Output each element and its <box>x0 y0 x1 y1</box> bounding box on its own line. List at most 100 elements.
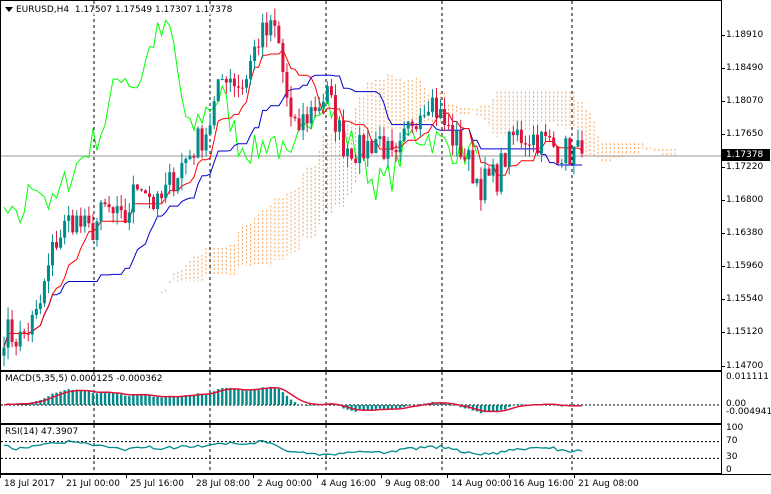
candle-body <box>426 111 430 116</box>
candle-body <box>200 128 204 151</box>
candle-body <box>495 164 499 192</box>
time-tick-label: 21 Jul 00:00 <box>66 479 120 489</box>
rsi-canvas[interactable] <box>1 425 722 474</box>
candle-body <box>337 120 341 132</box>
candle-body <box>123 210 127 223</box>
candle-body <box>14 341 18 347</box>
time-tick-label: 16 Aug 16:00 <box>513 479 574 489</box>
time-tick-mark <box>0 475 1 478</box>
candle-body <box>75 215 79 233</box>
chikou-span-line <box>3 19 478 225</box>
price-tick-label: 1.15120 <box>726 327 764 337</box>
candle-body <box>293 116 297 119</box>
price-chart-canvas[interactable] <box>1 1 722 371</box>
candle-body <box>366 141 370 159</box>
candle-body <box>228 78 232 83</box>
price-tick-mark <box>722 366 725 367</box>
candle-body <box>321 101 325 108</box>
candle-body <box>451 125 455 146</box>
candle-body <box>34 308 38 315</box>
chart-title: EURUSD,H4 1.17507 1.17549 1.17307 1.1737… <box>5 5 233 15</box>
candle-body <box>42 281 46 304</box>
candle-body <box>192 155 196 158</box>
candle-body <box>479 178 483 201</box>
candle-body <box>212 101 216 126</box>
candle-body <box>394 149 398 153</box>
candle-body <box>422 115 426 117</box>
price-tick-mark <box>722 233 725 234</box>
candle-body <box>127 212 131 223</box>
macd-tick-label: 0.00 <box>726 399 747 409</box>
candle-body <box>342 120 346 157</box>
candle-body <box>564 138 568 164</box>
candle-body <box>402 128 406 141</box>
macd-tick-label: 0.011111 <box>726 372 769 382</box>
macd-pane[interactable]: MACD(5,35,5) 0.000125 -0.000362 <box>0 371 722 424</box>
candle-body <box>131 184 135 213</box>
candle-body <box>188 155 192 159</box>
candle-body <box>107 204 111 208</box>
price-tick-mark <box>722 35 725 36</box>
candle-body <box>10 319 14 342</box>
candle-body <box>329 86 333 96</box>
rsi-line <box>4 439 583 456</box>
candle-body <box>503 153 507 167</box>
candle-body <box>507 131 511 167</box>
candle-body <box>544 131 548 137</box>
time-tick-label: 4 Aug 16:00 <box>321 479 376 489</box>
time-tick-mark <box>574 475 575 478</box>
macd-canvas[interactable] <box>1 372 722 424</box>
candle-body <box>71 215 75 233</box>
candle-body <box>83 215 87 227</box>
candle-body <box>143 190 147 194</box>
candle-body <box>463 157 467 160</box>
symbol-label: EURUSD,H4 <box>16 5 70 15</box>
time-tick-label: 2 Aug 00:00 <box>257 479 312 489</box>
price-tick-label: 1.18910 <box>726 30 764 40</box>
candle-body <box>273 20 277 26</box>
price-chart-pane[interactable]: EURUSD,H4 1.17507 1.17549 1.17307 1.1737… <box>0 0 722 371</box>
candle-body <box>277 25 281 43</box>
candle-body <box>164 184 168 199</box>
rsi-axis: 100 70 30 0 <box>722 423 771 475</box>
candle-body <box>309 107 313 124</box>
macd-axis: 0.011111 0.00 -0.004941 <box>722 371 771 424</box>
candle-body <box>180 163 184 179</box>
price-axis[interactable]: 1.18910 1.18490 1.18070 1.17650 1.17220 1.168… <box>722 0 771 371</box>
candle-body <box>418 115 422 130</box>
macd-signal-line <box>3 386 582 413</box>
chevron-down-icon[interactable] <box>5 7 13 12</box>
candle-body <box>410 121 414 127</box>
candle-body <box>414 126 418 130</box>
candle-body <box>471 150 475 184</box>
candle-body <box>156 193 160 209</box>
candle-body <box>297 118 301 131</box>
candle-body <box>111 207 115 214</box>
candle-body <box>370 141 374 154</box>
candle-body <box>236 86 240 88</box>
candle-body <box>576 140 580 147</box>
candle-body <box>430 97 434 112</box>
tenkan-sen-line <box>3 48 583 348</box>
candle-body <box>487 168 491 176</box>
rsi-tick-label: 70 <box>726 435 738 446</box>
time-tick-mark <box>126 475 127 478</box>
candle-body <box>515 129 519 136</box>
candle-body <box>59 237 63 248</box>
candle-body <box>374 138 378 154</box>
candle-body <box>317 107 321 111</box>
candle-body <box>354 158 358 164</box>
candle-body <box>499 153 503 192</box>
candle-body <box>269 20 273 36</box>
rsi-title: RSI(14) 47.3907 <box>5 427 79 437</box>
candles <box>2 8 584 367</box>
candle-body <box>245 79 249 88</box>
candle-body <box>148 193 152 197</box>
candle-body <box>261 22 265 48</box>
candle-body <box>63 220 67 238</box>
rsi-pane[interactable]: RSI(14) 47.3907 <box>0 424 722 474</box>
candle-body <box>289 97 293 117</box>
time-tick-mark <box>253 475 254 478</box>
candle-body <box>455 130 459 146</box>
candle-body <box>135 184 139 190</box>
